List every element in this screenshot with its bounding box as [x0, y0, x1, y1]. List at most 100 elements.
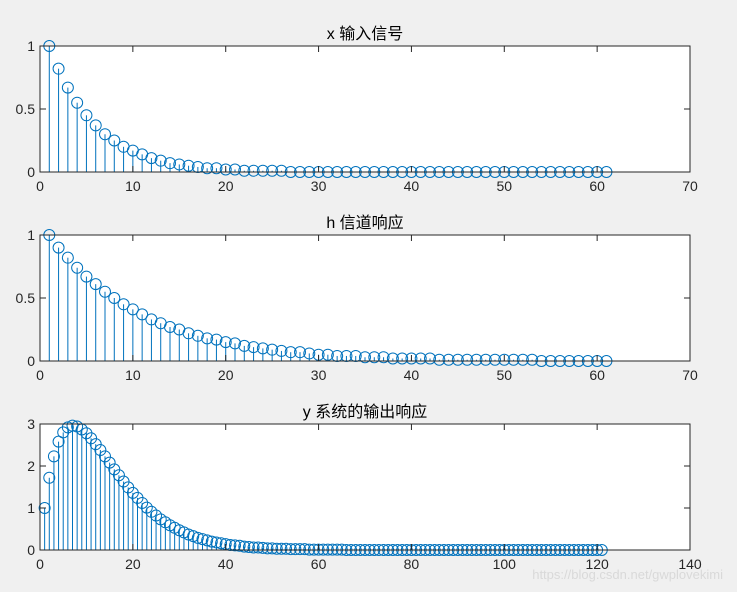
data-point — [136, 496, 149, 509]
data-point — [289, 543, 302, 556]
data-point — [368, 351, 381, 364]
data-point — [229, 337, 241, 350]
data-point — [252, 541, 265, 554]
data-point — [201, 534, 214, 547]
data-point — [80, 109, 93, 122]
axes-background — [40, 46, 690, 172]
x-tick-label: 40 — [404, 367, 420, 383]
data-point — [182, 159, 195, 172]
data-point — [117, 298, 130, 311]
data-point — [38, 502, 51, 514]
x-tick-label: 40 — [404, 178, 420, 194]
data-point — [99, 128, 111, 141]
data-point — [266, 343, 279, 356]
data-point — [108, 292, 121, 304]
data-point — [479, 353, 492, 366]
data-point — [145, 152, 158, 165]
data-point — [182, 327, 195, 340]
data-point — [284, 543, 297, 556]
data-point — [516, 353, 529, 366]
data-point — [256, 342, 269, 355]
x-tick-label: 0 — [36, 178, 44, 194]
subplot-title: x 输入信号 — [327, 25, 403, 43]
x-tick-label: 60 — [589, 178, 605, 194]
data-point — [210, 333, 223, 346]
data-point — [99, 285, 111, 298]
data-point — [196, 533, 209, 546]
x-tick-label: 100 — [493, 556, 517, 572]
data-point — [150, 509, 163, 522]
data-point — [201, 332, 214, 345]
data-point — [80, 270, 93, 283]
data-point — [247, 341, 260, 354]
data-point — [359, 351, 371, 364]
data-point — [61, 251, 74, 264]
data-point — [247, 541, 260, 554]
data-point — [238, 339, 251, 352]
data-point — [201, 162, 214, 175]
data-point — [71, 96, 84, 109]
data-point — [461, 353, 474, 366]
data-point — [489, 353, 501, 366]
data-point — [61, 421, 74, 434]
subplot-title: h 信道响应 — [326, 213, 403, 232]
data-point — [61, 81, 74, 94]
data-point — [191, 531, 204, 544]
x-tick-label: 80 — [404, 556, 420, 572]
data-point — [89, 278, 102, 291]
data-point — [219, 163, 232, 176]
x-tick-label: 140 — [678, 556, 702, 572]
x-tick-label: 70 — [682, 367, 698, 383]
data-point — [280, 542, 293, 555]
data-point — [103, 456, 116, 469]
data-point — [256, 541, 269, 554]
y-tick-label: 0 — [27, 542, 35, 558]
data-point — [47, 450, 60, 463]
axes-background — [40, 235, 690, 361]
data-point — [414, 352, 427, 365]
data-point — [108, 134, 121, 147]
y-tick-label: 1 — [27, 227, 35, 243]
y-tick-label: 1 — [27, 38, 35, 54]
watermark-text: https://blog.csdn.net/gwplovekimi — [532, 567, 723, 582]
data-point — [154, 154, 167, 167]
data-point — [470, 353, 483, 366]
data-point — [99, 450, 111, 463]
x-tick-label: 0 — [36, 556, 44, 572]
x-tick-label: 10 — [125, 367, 141, 383]
data-point — [507, 353, 520, 366]
data-point — [424, 352, 436, 365]
data-point — [215, 537, 228, 550]
data-point — [233, 539, 246, 552]
data-point — [498, 353, 511, 366]
data-point — [164, 320, 176, 333]
data-series — [43, 229, 613, 367]
y-tick-label: 2 — [27, 458, 35, 474]
x-tick-label: 10 — [125, 178, 141, 194]
data-point — [52, 62, 65, 75]
x-tick-label: 20 — [218, 367, 234, 383]
data-point — [451, 353, 464, 366]
y-tick-label: 0 — [27, 353, 35, 369]
data-point — [187, 530, 200, 543]
data-point — [238, 540, 251, 553]
data-point — [112, 469, 125, 482]
data-point — [136, 308, 149, 321]
y-tick-label: 3 — [27, 416, 35, 432]
data-point — [275, 164, 288, 177]
data-point — [43, 471, 56, 484]
data-point — [210, 536, 223, 549]
data-point — [294, 346, 306, 359]
data-point — [164, 157, 176, 170]
y-tick-label: 0.5 — [16, 101, 36, 117]
data-point — [205, 535, 218, 548]
data-point — [321, 348, 334, 361]
data-point — [284, 346, 297, 359]
axes-background — [40, 424, 690, 550]
x-tick-label: 70 — [682, 178, 698, 194]
x-tick-label: 60 — [589, 367, 605, 383]
x-tick-label: 60 — [311, 556, 327, 572]
data-point — [266, 542, 279, 555]
data-point — [256, 164, 269, 177]
